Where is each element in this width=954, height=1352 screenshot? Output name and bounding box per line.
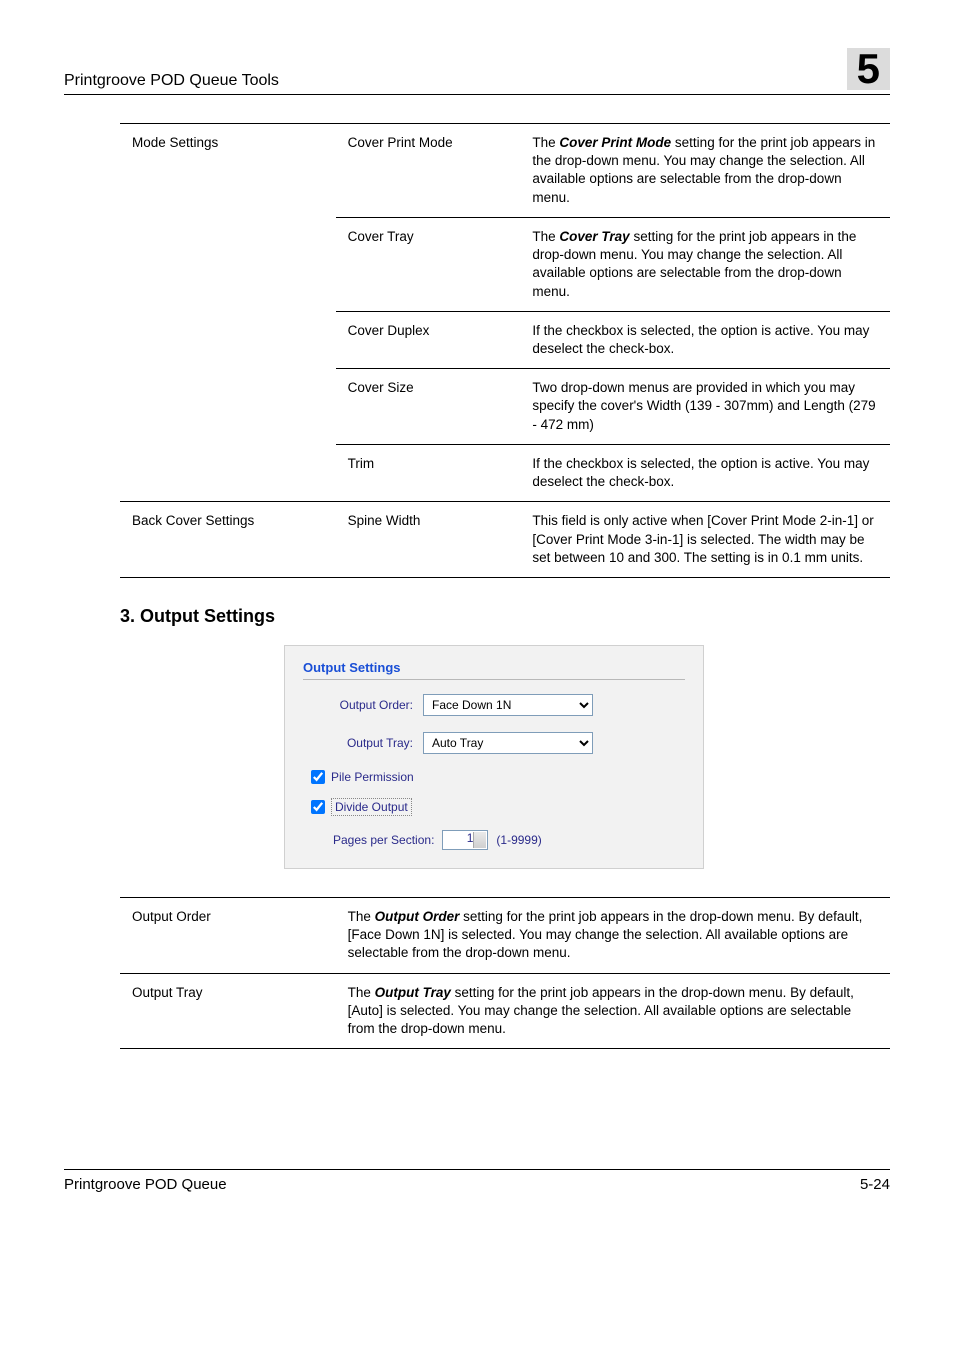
footer-left: Printgroove POD Queue [64,1176,227,1193]
cell-setting-name: Output Order [120,897,336,973]
output-tray-label: Output Tray: [303,736,423,750]
settings-table-2: Output Order The Output Order setting fo… [120,897,890,1049]
output-order-select[interactable]: Face Down 1N [423,694,593,716]
table-row: Output Tray The Output Tray setting for … [120,973,890,1049]
panel-title: Output Settings [303,660,685,675]
cell-setting-name: Output Tray [120,973,336,1049]
desc-text: The [532,229,559,244]
cell-setting-desc: Two drop-down menus are provided in whic… [520,369,890,445]
output-settings-screenshot: Output Settings Output Order: Face Down … [284,645,890,869]
desc-text: The [532,135,559,150]
output-tray-select[interactable]: Auto Tray [423,732,593,754]
pile-permission-label: Pile Permission [331,770,414,784]
cell-setting-desc: If the checkbox is selected, the option … [520,311,890,368]
cell-setting-desc: The Output Tray setting for the print jo… [336,973,890,1049]
cell-setting-name: Trim [336,444,521,501]
cell-setting-desc: The Cover Tray setting for the print job… [520,217,890,311]
pile-permission-row: Pile Permission [311,770,685,784]
settings-table-1: Mode Settings Cover Print Mode The Cover… [120,123,890,578]
cell-setting-name: Cover Tray [336,217,521,311]
cell-setting-desc: This field is only active when [Cover Pr… [520,502,890,578]
pages-per-section-spinner[interactable]: 1 [442,830,488,850]
chapter-number: 5 [847,48,890,90]
section-heading-output-settings: 3. Output Settings [120,606,890,627]
pile-permission-checkbox[interactable] [311,770,325,784]
table-row: Back Cover Settings Spine Width This fie… [120,502,890,578]
footer-right: 5-24 [860,1176,890,1193]
table-row: Mode Settings Cover Print Mode The Cover… [120,124,890,218]
divider [303,679,685,680]
cell-setting-name: Cover Print Mode [336,124,521,218]
pages-per-section-row: Pages per Section: 1 (1-9999) [333,830,685,850]
cell-setting-desc: The Output Order setting for the print j… [336,897,890,973]
cell-setting-name: Spine Width [336,502,521,578]
desc-bold: Cover Print Mode [559,135,671,150]
pages-per-section-range: (1-9999) [496,833,541,847]
desc-text: The [348,909,375,924]
running-header: Printgroove POD Queue Tools 5 [64,48,890,95]
output-order-row: Output Order: Face Down 1N [303,694,685,716]
cell-rowgroup: Mode Settings [120,124,336,502]
output-order-label: Output Order: [303,698,423,712]
cell-setting-name: Cover Size [336,369,521,445]
desc-text: The [348,985,375,1000]
desc-bold: Output Tray [375,985,451,1000]
divide-output-checkbox[interactable] [311,800,325,814]
desc-bold: Cover Tray [559,229,629,244]
cell-rowgroup: Back Cover Settings [120,502,336,578]
divide-output-row: Divide Output [311,798,685,816]
divide-output-label: Divide Output [331,798,412,816]
output-settings-panel: Output Settings Output Order: Face Down … [284,645,704,869]
pages-per-section-label: Pages per Section: [333,833,434,847]
table-row: Output Order The Output Order setting fo… [120,897,890,973]
cell-setting-name: Cover Duplex [336,311,521,368]
cell-setting-desc: The Cover Print Mode setting for the pri… [520,124,890,218]
output-tray-row: Output Tray: Auto Tray [303,732,685,754]
desc-bold: Output Order [375,909,460,924]
cell-setting-desc: If the checkbox is selected, the option … [520,444,890,501]
running-title: Printgroove POD Queue Tools [64,72,279,90]
page-footer: Printgroove POD Queue 5-24 [64,1169,890,1193]
